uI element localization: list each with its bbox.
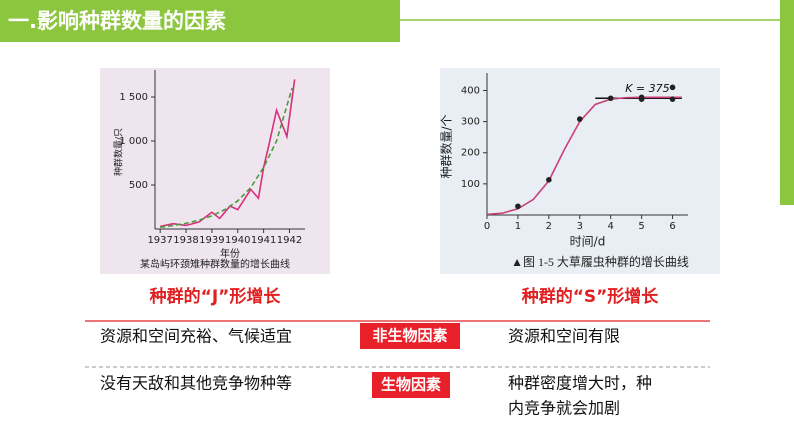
caption: 某岛屿环颈雉种群数量的增长曲线 (140, 257, 290, 270)
series-line (160, 79, 296, 228)
header-bar (0, 0, 400, 42)
data-point (638, 96, 645, 102)
cell: 种群密度增大时，种 (508, 375, 652, 393)
x-tick-label: 1940 (225, 235, 250, 246)
x-tick-label: 0 (484, 221, 490, 232)
data-point (576, 116, 583, 122)
s-label: 种群的“S”形增长 (521, 286, 660, 307)
series-line (160, 87, 293, 229)
x-tick-label: 6 (669, 221, 675, 232)
cell: 没有天敌和其他竞争物种等 (100, 375, 292, 393)
y-tick-label: 300 (461, 117, 480, 128)
x-tick-label: 2 (546, 221, 552, 232)
data-point (515, 203, 521, 210)
caption: ▲图 1-5 大草履虫种群的增长曲线 (511, 254, 689, 269)
factor-box (372, 372, 450, 398)
y-tick-label: 200 (461, 148, 480, 159)
factor-box (360, 323, 460, 349)
header-title: 一.影响种群数量的因素 (8, 9, 226, 33)
cell: 资源和空间有限 (508, 328, 620, 346)
y-tick-label: 500 (129, 180, 148, 191)
y-tick-label: 400 (461, 85, 480, 96)
y-tick-label: 1 500 (119, 92, 148, 103)
side-bar (780, 0, 794, 205)
data-point (669, 84, 676, 91)
annotation: K = 375 (625, 82, 669, 95)
factor: 非生物因素 (372, 327, 447, 345)
x-tick-label: 3 (577, 221, 583, 232)
cell: 内竞争就会加剧 (508, 400, 620, 418)
y-axis-label: 种群数量/只 (113, 128, 125, 176)
x-tick-label: 1 (515, 221, 521, 232)
x-axis-label: 年份 (220, 247, 240, 260)
data-point (607, 95, 614, 102)
x-axis-label: 时间/d (570, 235, 606, 249)
cell: 资源和空间充裕、气候适宜 (100, 328, 292, 346)
x-tick-label: 1937 (147, 235, 172, 246)
j-label: 种群的“J”形增长 (149, 286, 282, 307)
x-tick-label: 4 (608, 221, 614, 232)
x-tick-label: 1938 (173, 235, 198, 246)
y-tick-label: 100 (461, 179, 480, 190)
x-tick-label: 5 (638, 221, 644, 232)
y-axis-label: 种群数量/个 (439, 114, 454, 178)
y-tick-label: 1 000 (119, 136, 148, 147)
x-tick-label: 1942 (277, 235, 302, 246)
x-tick-label: 1941 (251, 235, 276, 246)
data-point (546, 177, 552, 183)
data-point (669, 96, 676, 102)
x-tick-label: 1939 (199, 235, 224, 246)
factor: 生物因素 (381, 376, 441, 394)
